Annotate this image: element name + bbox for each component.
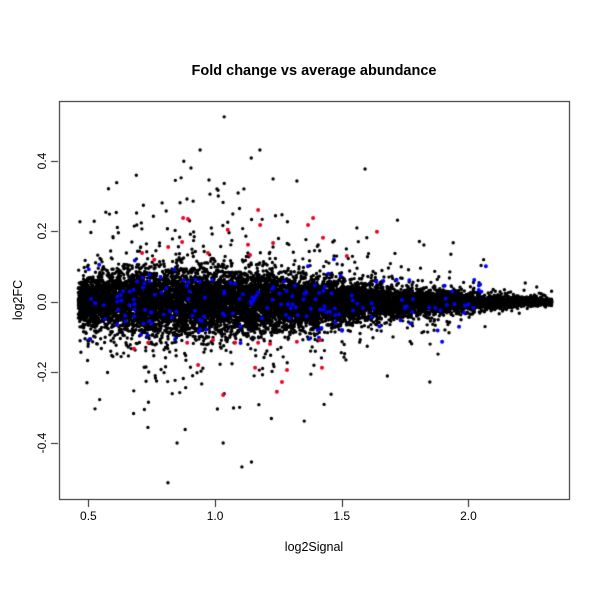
x-tick-label: 1.5 xyxy=(333,509,351,523)
y-tick-label: -0.2 xyxy=(35,362,49,383)
x-tick-label: 1.0 xyxy=(206,509,224,523)
y-tick-label: 0.2 xyxy=(35,223,49,240)
y-tick-label: 0.0 xyxy=(35,293,49,311)
x-tick-label: 2.0 xyxy=(460,509,477,523)
y-tick-label: 0.4 xyxy=(35,152,49,170)
x-tick-label: 0.5 xyxy=(80,509,97,523)
y-tick-label: -0.4 xyxy=(35,432,49,454)
y-axis-label: log2FC xyxy=(11,279,25,321)
plot-title: Fold change vs average abundance xyxy=(191,63,437,79)
x-axis-label: log2Signal xyxy=(284,540,344,554)
